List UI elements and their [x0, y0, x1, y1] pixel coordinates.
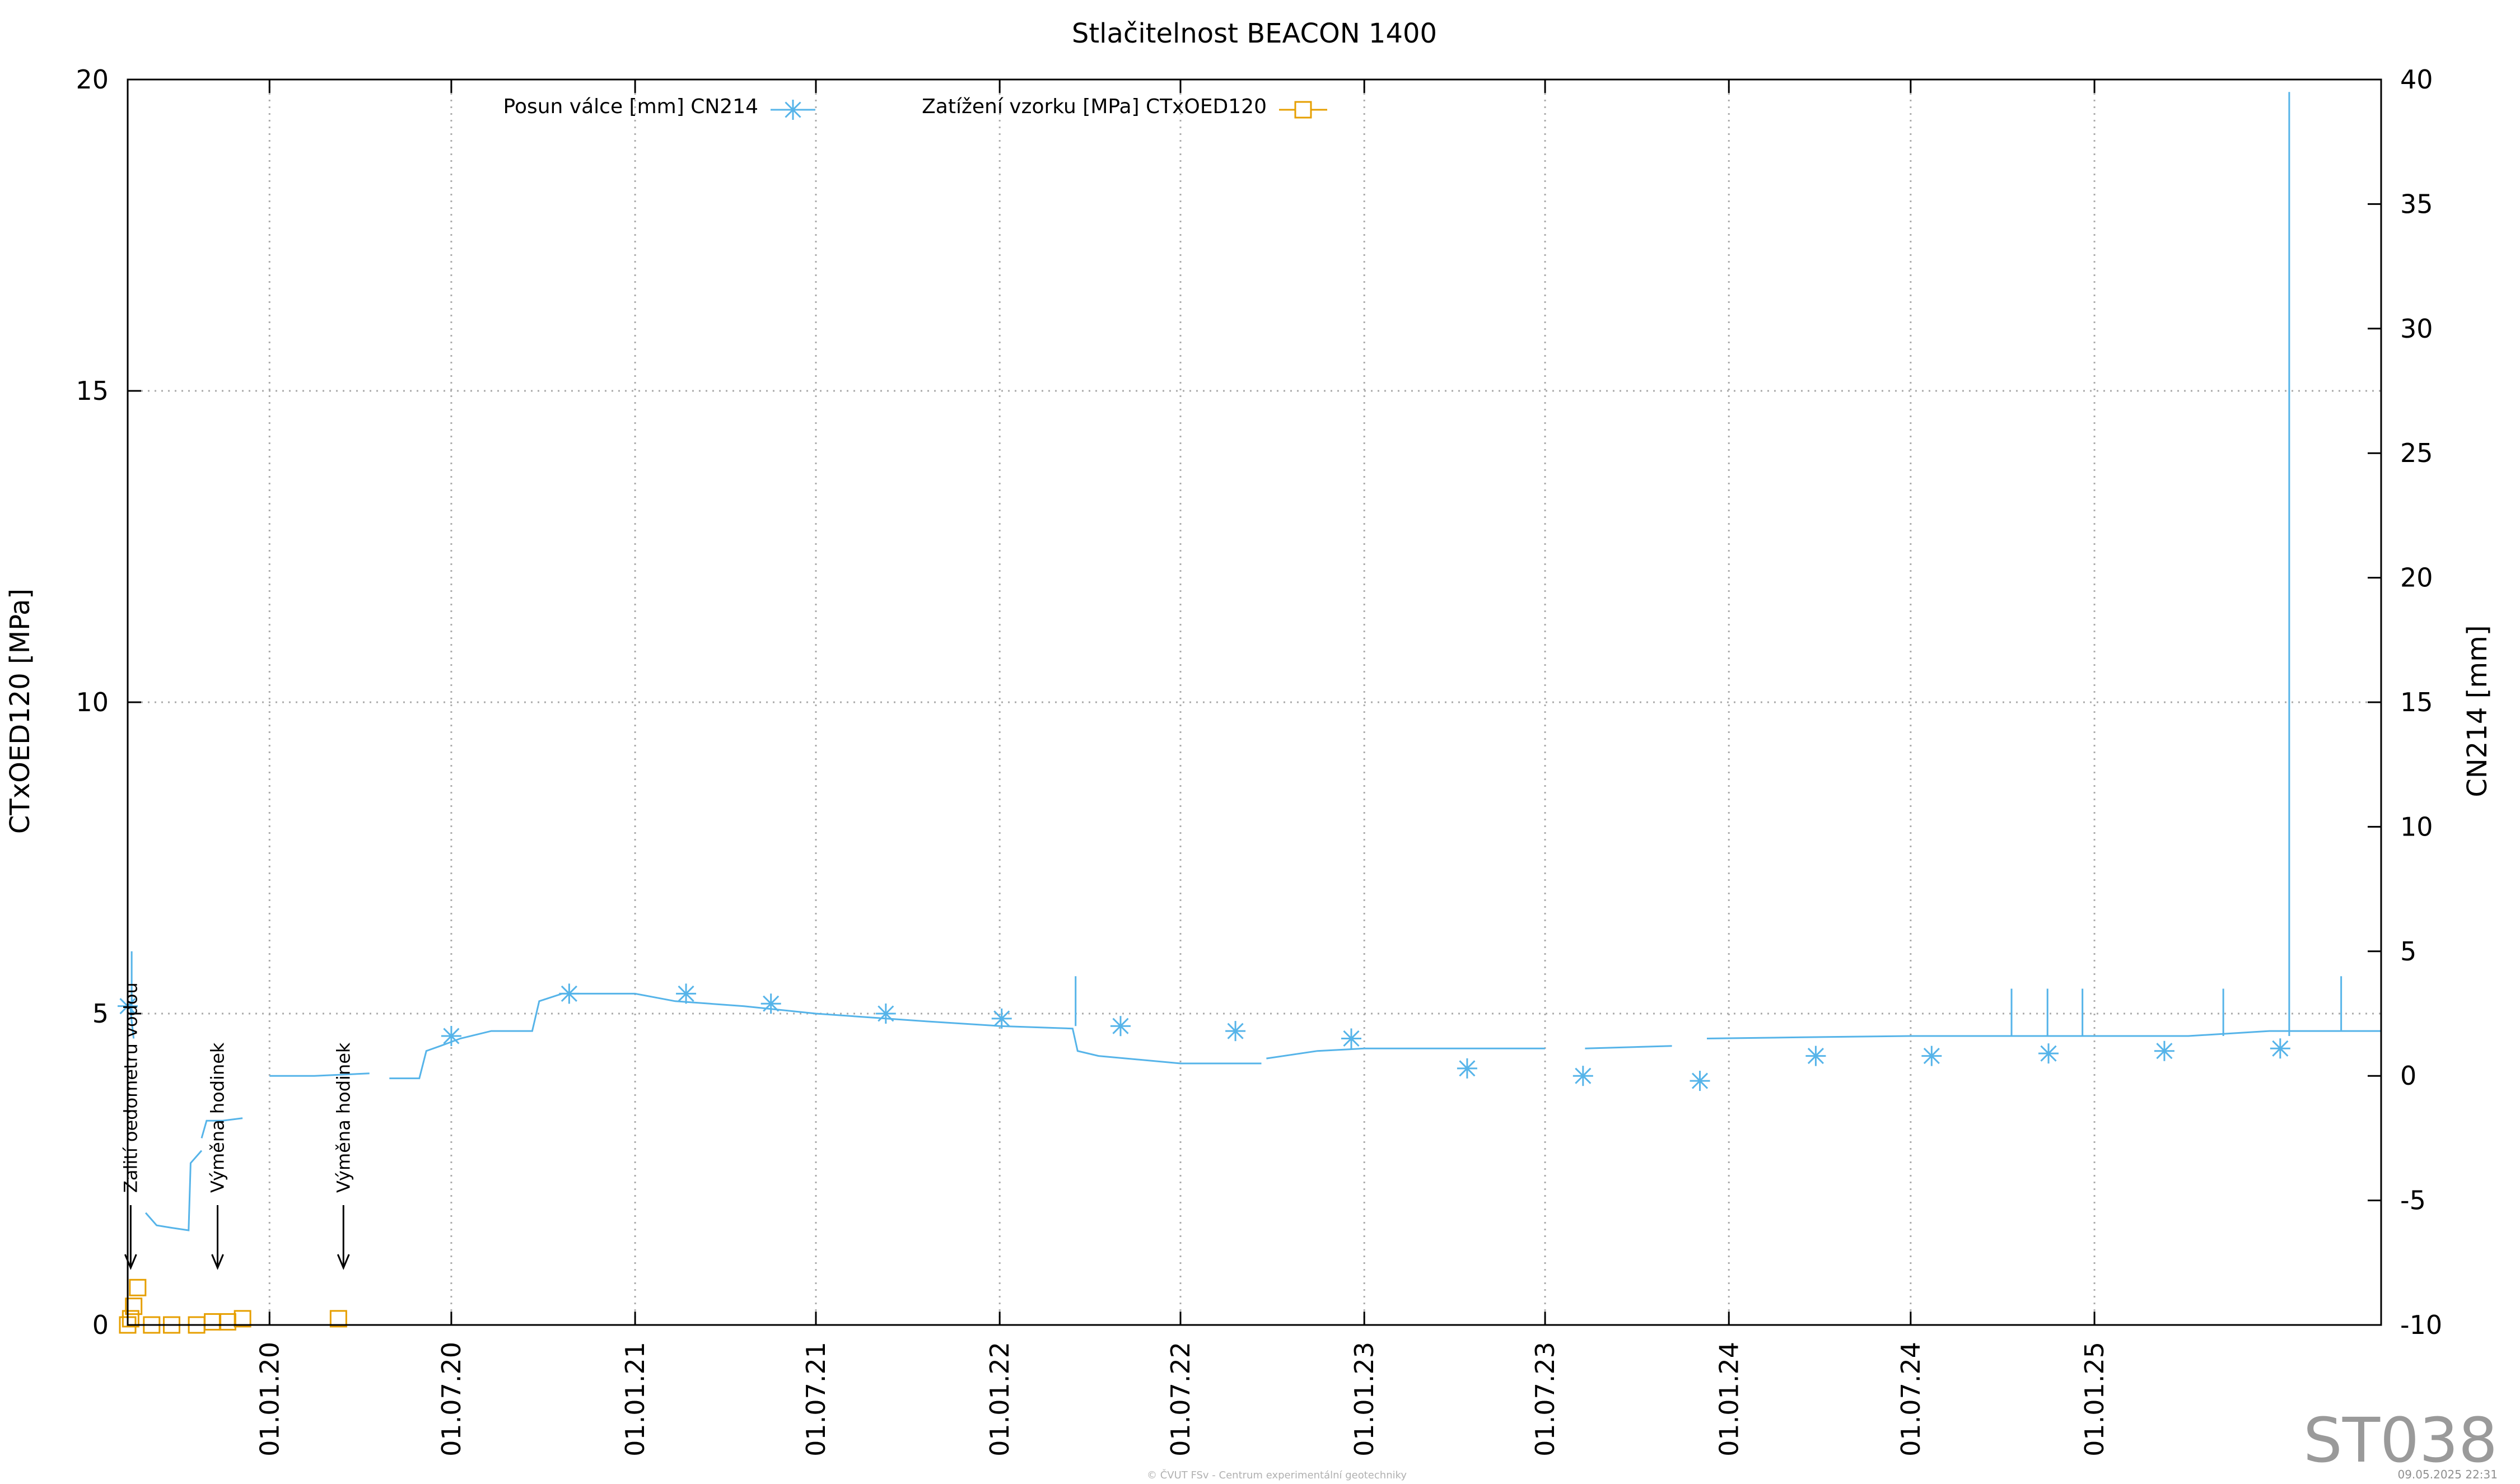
point-cn214 [1921, 1046, 1942, 1066]
grid [128, 80, 2381, 1325]
series-line-cn214 [1585, 1045, 1672, 1049]
annotation-label: Zalití oedometru vodou [120, 982, 141, 1193]
legend: Posun válce [mm] CN214 Zatížení vzorku [M… [503, 95, 1327, 120]
x-tick-label: 01.07.22 [1165, 1342, 1196, 1457]
point-cn214 [1110, 1016, 1131, 1037]
marker-stroke [2040, 1045, 2057, 1062]
y2-tick-label: 35 [2400, 189, 2433, 219]
point-ctxoed120 [129, 1278, 147, 1296]
y2-tick-label: -10 [2400, 1310, 2442, 1340]
point-cn214 [991, 1008, 1012, 1029]
point-cn214 [1457, 1058, 1477, 1079]
footer: © ČVUT FSv - Centrum experimentální geot… [1147, 1469, 1407, 1481]
y2-tick-label: 10 [2400, 811, 2433, 842]
point-cn214 [1805, 1046, 1826, 1066]
y-tick-label: 5 [92, 998, 109, 1029]
x-tick-label: 01.07.21 [801, 1342, 831, 1457]
y-tick-label: 15 [76, 376, 109, 406]
point-cn214 [676, 983, 697, 1004]
series-line-cn214 [144, 1150, 203, 1231]
chart-title: Stlačitelnost BEACON 1400 [1072, 18, 1437, 49]
series-line-cn214 [1266, 1047, 1546, 1060]
point-cn214 [2270, 1038, 2290, 1059]
y2-axis-label: CN214 [mm] [2462, 625, 2493, 797]
marker-stroke [1807, 1048, 1824, 1065]
y2-tick-label: 5 [2400, 936, 2416, 967]
point-cn214 [760, 993, 781, 1014]
ticks: 0 5 10 15 20 -10 -5 0 5 10 15 20 25 30 35 40 01.01.20 01.… [76, 64, 2442, 1457]
x-tick-label: 01.07.24 [1896, 1342, 1926, 1457]
marker-stroke [678, 985, 694, 1002]
point-cn214 [1341, 1028, 1362, 1049]
marker-stroke [993, 1010, 1010, 1027]
legend-marker-cn214 [783, 100, 803, 120]
y-tick-label: 10 [76, 687, 109, 717]
point-ctxoed120 [329, 1310, 347, 1328]
marker-stroke [443, 1028, 460, 1044]
marker-stroke [1923, 1048, 1940, 1065]
annotation-label: Výměna hodinek [207, 1042, 228, 1193]
annotation-label: Výměna hodinek [333, 1042, 354, 1193]
x-tick-label: 01.01.21 [620, 1342, 650, 1457]
point-ctxoed120 [122, 1310, 139, 1328]
x-tick-label: 01.01.23 [1349, 1342, 1379, 1457]
y-tick-label: 0 [92, 1310, 109, 1340]
x-tick-label: 01.01.24 [1714, 1342, 1744, 1457]
legend-label-cn214: Posun válce [mm] CN214 [503, 95, 758, 118]
x-tick-label: 01.07.23 [1530, 1342, 1560, 1457]
y2-tick-label: 30 [2400, 314, 2433, 344]
footer-date: 09.05.2025 22:31 [2397, 1468, 2498, 1481]
y2-tick-label: 20 [2400, 563, 2433, 593]
series-line-cn214 [200, 1117, 243, 1138]
marker-stroke [1459, 1060, 1476, 1077]
marker-stroke [763, 995, 780, 1012]
x-tick-label: 01.01.20 [254, 1342, 284, 1457]
point-cn214 [2154, 1040, 2174, 1061]
point-ctxoed120 [234, 1310, 251, 1328]
point-cn214 [559, 983, 580, 1004]
series-line-cn214 [1706, 1030, 2381, 1039]
point-cn214 [875, 1004, 896, 1024]
annotation-arrowhead [124, 1254, 137, 1270]
point-ctxoed120 [218, 1313, 236, 1331]
y2-tick-label: 0 [2400, 1061, 2416, 1091]
annotation-arrowhead [211, 1254, 224, 1270]
point-cn214 [2038, 1043, 2059, 1064]
legend-marker-ctxoed120 [1294, 101, 1312, 119]
y2-tick-label: 40 [2400, 64, 2433, 95]
marker-stroke [2156, 1043, 2173, 1060]
point-ctxoed120 [204, 1313, 222, 1331]
y-axis-label: CTxOED120 [MPa] [4, 589, 36, 834]
point-cn214 [441, 1026, 461, 1047]
y-tick-label: 20 [76, 64, 109, 95]
x-tick-label: 01.07.20 [436, 1342, 466, 1457]
x-tick-label: 01.01.25 [2079, 1342, 2110, 1457]
marker-stroke [878, 1005, 894, 1022]
marker-stroke [2272, 1040, 2289, 1057]
annotation-arrowhead [337, 1254, 350, 1270]
marker-stroke [1575, 1067, 1592, 1084]
point-cn214 [1690, 1071, 1710, 1091]
series-line-cn214 [269, 1072, 370, 1077]
watermark: ST038 [2303, 1404, 2498, 1476]
legend-label-ctxoed120: Zatížení vzorku [MPa] CTxOED120 [922, 95, 1267, 118]
annotations: Zalití oedometru vodou Výměna hodinek Výmě… [120, 982, 354, 1270]
y2-tick-label: 15 [2400, 687, 2433, 717]
x-tick-label: 01.01.22 [984, 1342, 1015, 1457]
series-lines [129, 92, 2381, 1231]
point-cn214 [1225, 1021, 1246, 1042]
marker-stroke [1227, 1023, 1244, 1039]
marker-stroke [785, 101, 801, 118]
point-cn214 [1572, 1066, 1593, 1086]
series-line-cn214 [389, 992, 1262, 1080]
marker-stroke [1112, 1018, 1129, 1034]
y2-tick-label: -5 [2400, 1186, 2426, 1216]
y2-tick-label: 25 [2400, 438, 2433, 468]
marker-stroke [561, 985, 577, 1002]
point-ctxoed120 [125, 1298, 143, 1315]
marker-stroke [1343, 1030, 1360, 1047]
marker-stroke [1691, 1072, 1709, 1089]
